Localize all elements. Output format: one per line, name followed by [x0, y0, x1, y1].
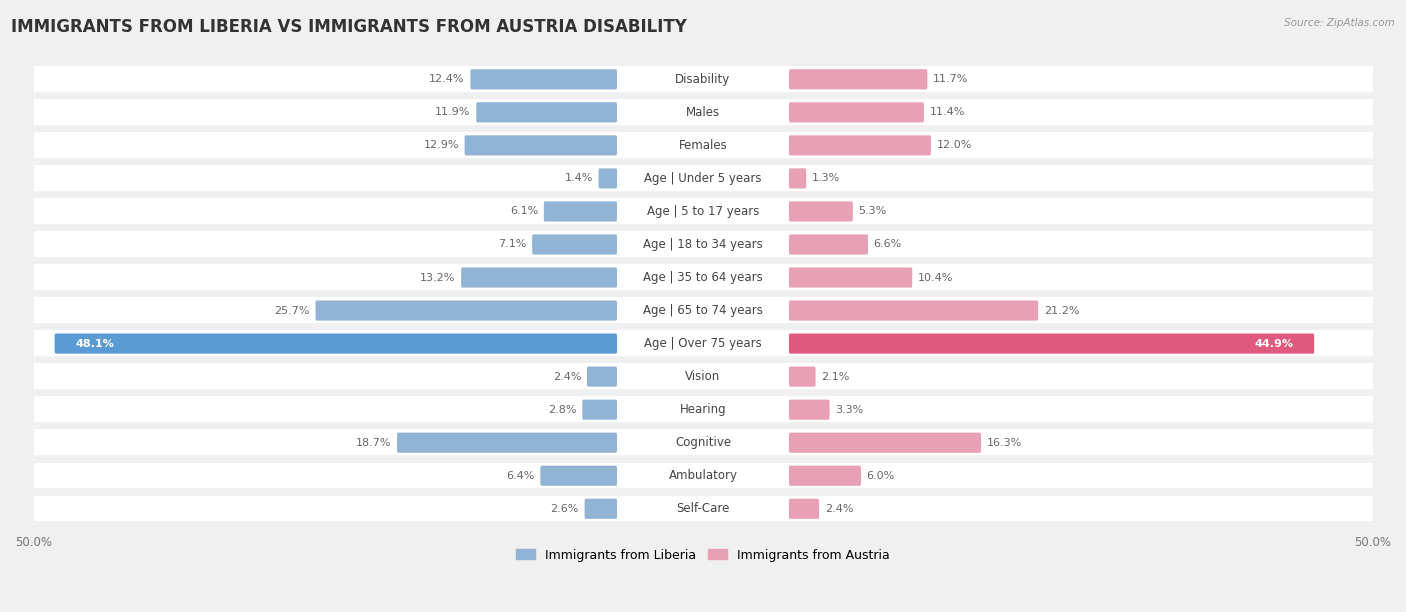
Text: 6.4%: 6.4% [506, 471, 534, 481]
Text: 6.0%: 6.0% [866, 471, 894, 481]
FancyBboxPatch shape [789, 168, 806, 188]
FancyBboxPatch shape [789, 334, 1315, 354]
FancyBboxPatch shape [27, 264, 1379, 291]
FancyBboxPatch shape [599, 168, 617, 188]
Text: Ambulatory: Ambulatory [668, 469, 738, 482]
Text: Age | 18 to 34 years: Age | 18 to 34 years [643, 238, 763, 251]
FancyBboxPatch shape [789, 102, 924, 122]
Text: 48.1%: 48.1% [76, 338, 114, 349]
Text: Age | 65 to 74 years: Age | 65 to 74 years [643, 304, 763, 317]
FancyBboxPatch shape [464, 135, 617, 155]
Text: Age | Under 5 years: Age | Under 5 years [644, 172, 762, 185]
Text: 11.7%: 11.7% [934, 74, 969, 84]
FancyBboxPatch shape [789, 267, 912, 288]
FancyBboxPatch shape [585, 499, 617, 519]
Text: 25.7%: 25.7% [274, 305, 309, 316]
FancyBboxPatch shape [461, 267, 617, 288]
FancyBboxPatch shape [27, 330, 1379, 357]
FancyBboxPatch shape [396, 433, 617, 453]
Text: Age | Over 75 years: Age | Over 75 years [644, 337, 762, 350]
Text: 12.0%: 12.0% [936, 140, 972, 151]
FancyBboxPatch shape [27, 430, 1379, 456]
Text: 6.1%: 6.1% [510, 206, 538, 217]
FancyBboxPatch shape [789, 234, 868, 255]
Text: Females: Females [679, 139, 727, 152]
FancyBboxPatch shape [27, 463, 1379, 489]
FancyBboxPatch shape [27, 496, 1379, 522]
Text: 2.1%: 2.1% [821, 371, 849, 382]
Text: 44.9%: 44.9% [1254, 338, 1294, 349]
Text: 2.4%: 2.4% [825, 504, 853, 513]
Text: 1.4%: 1.4% [565, 173, 593, 184]
Text: Disability: Disability [675, 73, 731, 86]
FancyBboxPatch shape [789, 367, 815, 387]
Text: 3.3%: 3.3% [835, 405, 863, 415]
Text: Cognitive: Cognitive [675, 436, 731, 449]
FancyBboxPatch shape [315, 300, 617, 321]
Text: Males: Males [686, 106, 720, 119]
FancyBboxPatch shape [789, 69, 928, 89]
FancyBboxPatch shape [27, 231, 1379, 258]
Text: 2.4%: 2.4% [553, 371, 581, 382]
Text: Self-Care: Self-Care [676, 502, 730, 515]
Text: 21.2%: 21.2% [1043, 305, 1080, 316]
Text: Source: ZipAtlas.com: Source: ZipAtlas.com [1284, 18, 1395, 28]
FancyBboxPatch shape [789, 466, 860, 486]
FancyBboxPatch shape [27, 66, 1379, 92]
FancyBboxPatch shape [55, 334, 617, 354]
FancyBboxPatch shape [27, 198, 1379, 225]
FancyBboxPatch shape [27, 397, 1379, 423]
Legend: Immigrants from Liberia, Immigrants from Austria: Immigrants from Liberia, Immigrants from… [510, 543, 896, 567]
FancyBboxPatch shape [27, 132, 1379, 159]
FancyBboxPatch shape [27, 297, 1379, 324]
Text: 2.6%: 2.6% [551, 504, 579, 513]
FancyBboxPatch shape [27, 99, 1379, 125]
Text: 7.1%: 7.1% [498, 239, 527, 250]
Text: 18.7%: 18.7% [356, 438, 391, 448]
FancyBboxPatch shape [544, 201, 617, 222]
Text: 11.9%: 11.9% [436, 107, 471, 118]
Text: Hearing: Hearing [679, 403, 727, 416]
FancyBboxPatch shape [789, 135, 931, 155]
FancyBboxPatch shape [27, 364, 1379, 390]
FancyBboxPatch shape [789, 400, 830, 420]
Text: 13.2%: 13.2% [420, 272, 456, 283]
FancyBboxPatch shape [789, 201, 853, 222]
Text: 16.3%: 16.3% [987, 438, 1022, 448]
Text: Vision: Vision [685, 370, 721, 383]
Text: 11.4%: 11.4% [929, 107, 965, 118]
FancyBboxPatch shape [789, 300, 1038, 321]
FancyBboxPatch shape [540, 466, 617, 486]
Text: IMMIGRANTS FROM LIBERIA VS IMMIGRANTS FROM AUSTRIA DISABILITY: IMMIGRANTS FROM LIBERIA VS IMMIGRANTS FR… [11, 18, 688, 36]
Text: 12.4%: 12.4% [429, 74, 465, 84]
Text: 12.9%: 12.9% [423, 140, 458, 151]
Text: 6.6%: 6.6% [873, 239, 901, 250]
FancyBboxPatch shape [789, 499, 820, 519]
FancyBboxPatch shape [789, 433, 981, 453]
Text: 1.3%: 1.3% [811, 173, 841, 184]
FancyBboxPatch shape [586, 367, 617, 387]
FancyBboxPatch shape [582, 400, 617, 420]
Text: 5.3%: 5.3% [859, 206, 887, 217]
FancyBboxPatch shape [477, 102, 617, 122]
FancyBboxPatch shape [27, 165, 1379, 192]
Text: Age | 5 to 17 years: Age | 5 to 17 years [647, 205, 759, 218]
FancyBboxPatch shape [471, 69, 617, 89]
Text: Age | 35 to 64 years: Age | 35 to 64 years [643, 271, 763, 284]
Text: 2.8%: 2.8% [548, 405, 576, 415]
FancyBboxPatch shape [533, 234, 617, 255]
Text: 10.4%: 10.4% [918, 272, 953, 283]
